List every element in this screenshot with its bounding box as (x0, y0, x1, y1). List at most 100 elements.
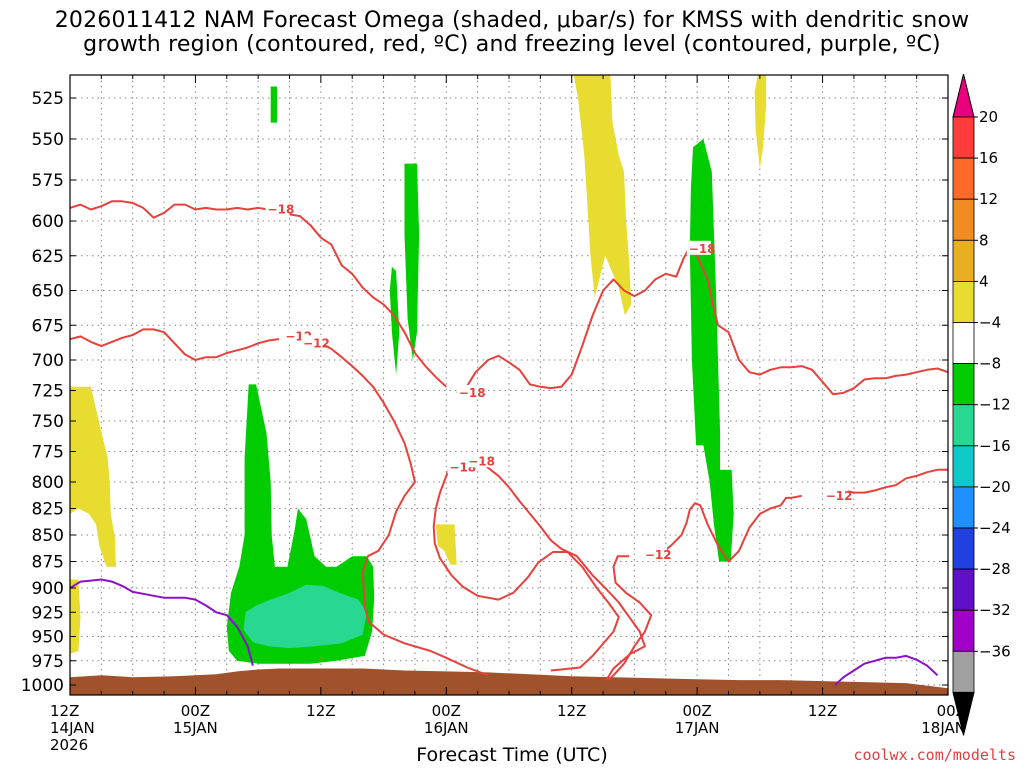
freezing-level-line (70, 578, 254, 666)
colorbar-swatch (952, 322, 975, 364)
colorbar-label: −28 (979, 560, 1011, 578)
y-axis: 525 550 575 600 625 650 675 700 725 750 775 800 825 8… (21, 89, 948, 696)
isotherm-line (456, 248, 690, 394)
x-tick-label: 00Z (432, 702, 461, 720)
colorbar-swatch (952, 650, 975, 693)
y-tick-label: 650 (32, 282, 64, 302)
x-tick-label: 17JAN (675, 719, 720, 737)
y-tick-label: 850 (32, 526, 64, 546)
contour-label: −18 (268, 203, 295, 217)
isotherm-line (689, 248, 948, 396)
grid (70, 75, 948, 695)
colorbar-label: −4 (979, 314, 1001, 332)
colorbar-label: 12 (979, 190, 998, 208)
x-tick-label: 12Z (557, 702, 586, 720)
colorbar-label: −20 (979, 478, 1011, 496)
y-tick-label: 525 (32, 89, 64, 109)
y-tick-label: 900 (32, 579, 64, 599)
colorbar-label: −12 (979, 396, 1011, 414)
colorbar-label: −8 (979, 355, 1001, 373)
isotherm-line (70, 328, 280, 361)
colorbar-swatch (952, 363, 975, 406)
omega-region-yellow (573, 75, 632, 316)
colorbar-label: −16 (979, 437, 1011, 455)
omega-region-yellow (435, 524, 457, 565)
contour-label: −12 (645, 548, 672, 562)
y-tick-label: 675 (32, 316, 64, 336)
terrain-fill (70, 668, 948, 695)
isotherm-line (70, 200, 447, 388)
y-tick-label: 775 (32, 443, 64, 463)
omega-region-yellow (754, 75, 767, 169)
x-tick-label: 18JAN (921, 719, 966, 737)
y-tick-label: 600 (32, 212, 64, 232)
colorbar-label: 4 (979, 272, 989, 290)
y-tick-label: 725 (32, 382, 64, 402)
terrain (70, 668, 948, 695)
contour-label-bg (265, 201, 290, 216)
chart-title-line-2: growth region (contoured, red, ºC) and f… (83, 32, 941, 57)
y-tick-label: 875 (32, 553, 64, 573)
omega-shading (70, 75, 767, 664)
colorbar-label: −32 (979, 601, 1011, 619)
freezing-level-contours (70, 578, 939, 686)
x-axis-label: Forecast Time (UTC) (416, 744, 608, 766)
contour-label-bg (642, 547, 667, 562)
freezing-level-line (834, 654, 939, 686)
omega-region-yellow (70, 579, 81, 654)
contour-label-bg (466, 453, 491, 468)
y-tick-label: 950 (32, 628, 64, 648)
omega-region-green (270, 86, 277, 123)
y-tick-label: 550 (32, 130, 64, 150)
colorbar-swatch (952, 568, 975, 611)
y-tick-label: 800 (32, 473, 64, 493)
omega-region-green (404, 163, 420, 360)
colorbar-swatch (952, 609, 975, 652)
y-tick-label: 1000 (21, 676, 64, 696)
colorbar-swatch (952, 527, 975, 570)
y-tick-label: 925 (32, 603, 64, 623)
colorbar-swatch (952, 280, 975, 323)
isotherm-line (310, 339, 489, 677)
colorbar-swatch (952, 116, 975, 159)
colorbar-swatch (952, 445, 975, 488)
contour-label-bg (301, 335, 326, 350)
colorbar-label: 8 (979, 231, 989, 249)
isotherm-line (837, 468, 948, 496)
omega-region-green (389, 266, 400, 375)
colorbar-swatch (952, 239, 975, 282)
x-tick-label: 12Z (306, 702, 335, 720)
colorbar: 20 16 12 8 4 −4 −8 −12 −16 −20 −24 −28 −32 −36 (952, 73, 1011, 736)
contour-label: −18 (459, 386, 486, 400)
colorbar-swatch (952, 486, 975, 529)
colorbar-label: 16 (979, 149, 998, 167)
colorbar-arrow-bottom (952, 691, 975, 736)
isotherm-line (659, 494, 802, 563)
x-tick-label: 00Z (682, 702, 711, 720)
contour-label-bg (447, 459, 472, 474)
colorbar-label: −36 (979, 642, 1011, 660)
isotherm-contours (70, 200, 948, 681)
x-tick-label: 2026 (50, 736, 88, 754)
x-tick-label: 12Z (808, 702, 837, 720)
y-tick-label: 825 (32, 500, 64, 520)
colorbar-label: 20 (979, 108, 998, 126)
contour-label-bg (456, 384, 481, 399)
colorbar-swatch (952, 404, 975, 447)
colorbar-arrow-top (952, 73, 975, 118)
y-tick-label: 700 (32, 351, 64, 371)
y-tick-label: 750 (32, 412, 64, 432)
y-tick-label: 975 (32, 652, 64, 672)
colorbar-swatch (952, 157, 975, 200)
omega-region-teal (243, 584, 367, 649)
contour-label: −12 (826, 489, 853, 503)
contour-label: −18 (468, 454, 495, 468)
omega-region-yellow (70, 386, 116, 567)
chart-title-line-1: 2026011412 NAM Forecast Omega (shaded, μ… (54, 8, 970, 33)
colorbar-label: −24 (979, 519, 1011, 537)
x-tick-label: 12Z (50, 702, 79, 720)
credit-link[interactable]: coolwx.com/modelts (853, 746, 1016, 764)
x-tick-label: 00Z (181, 702, 210, 720)
